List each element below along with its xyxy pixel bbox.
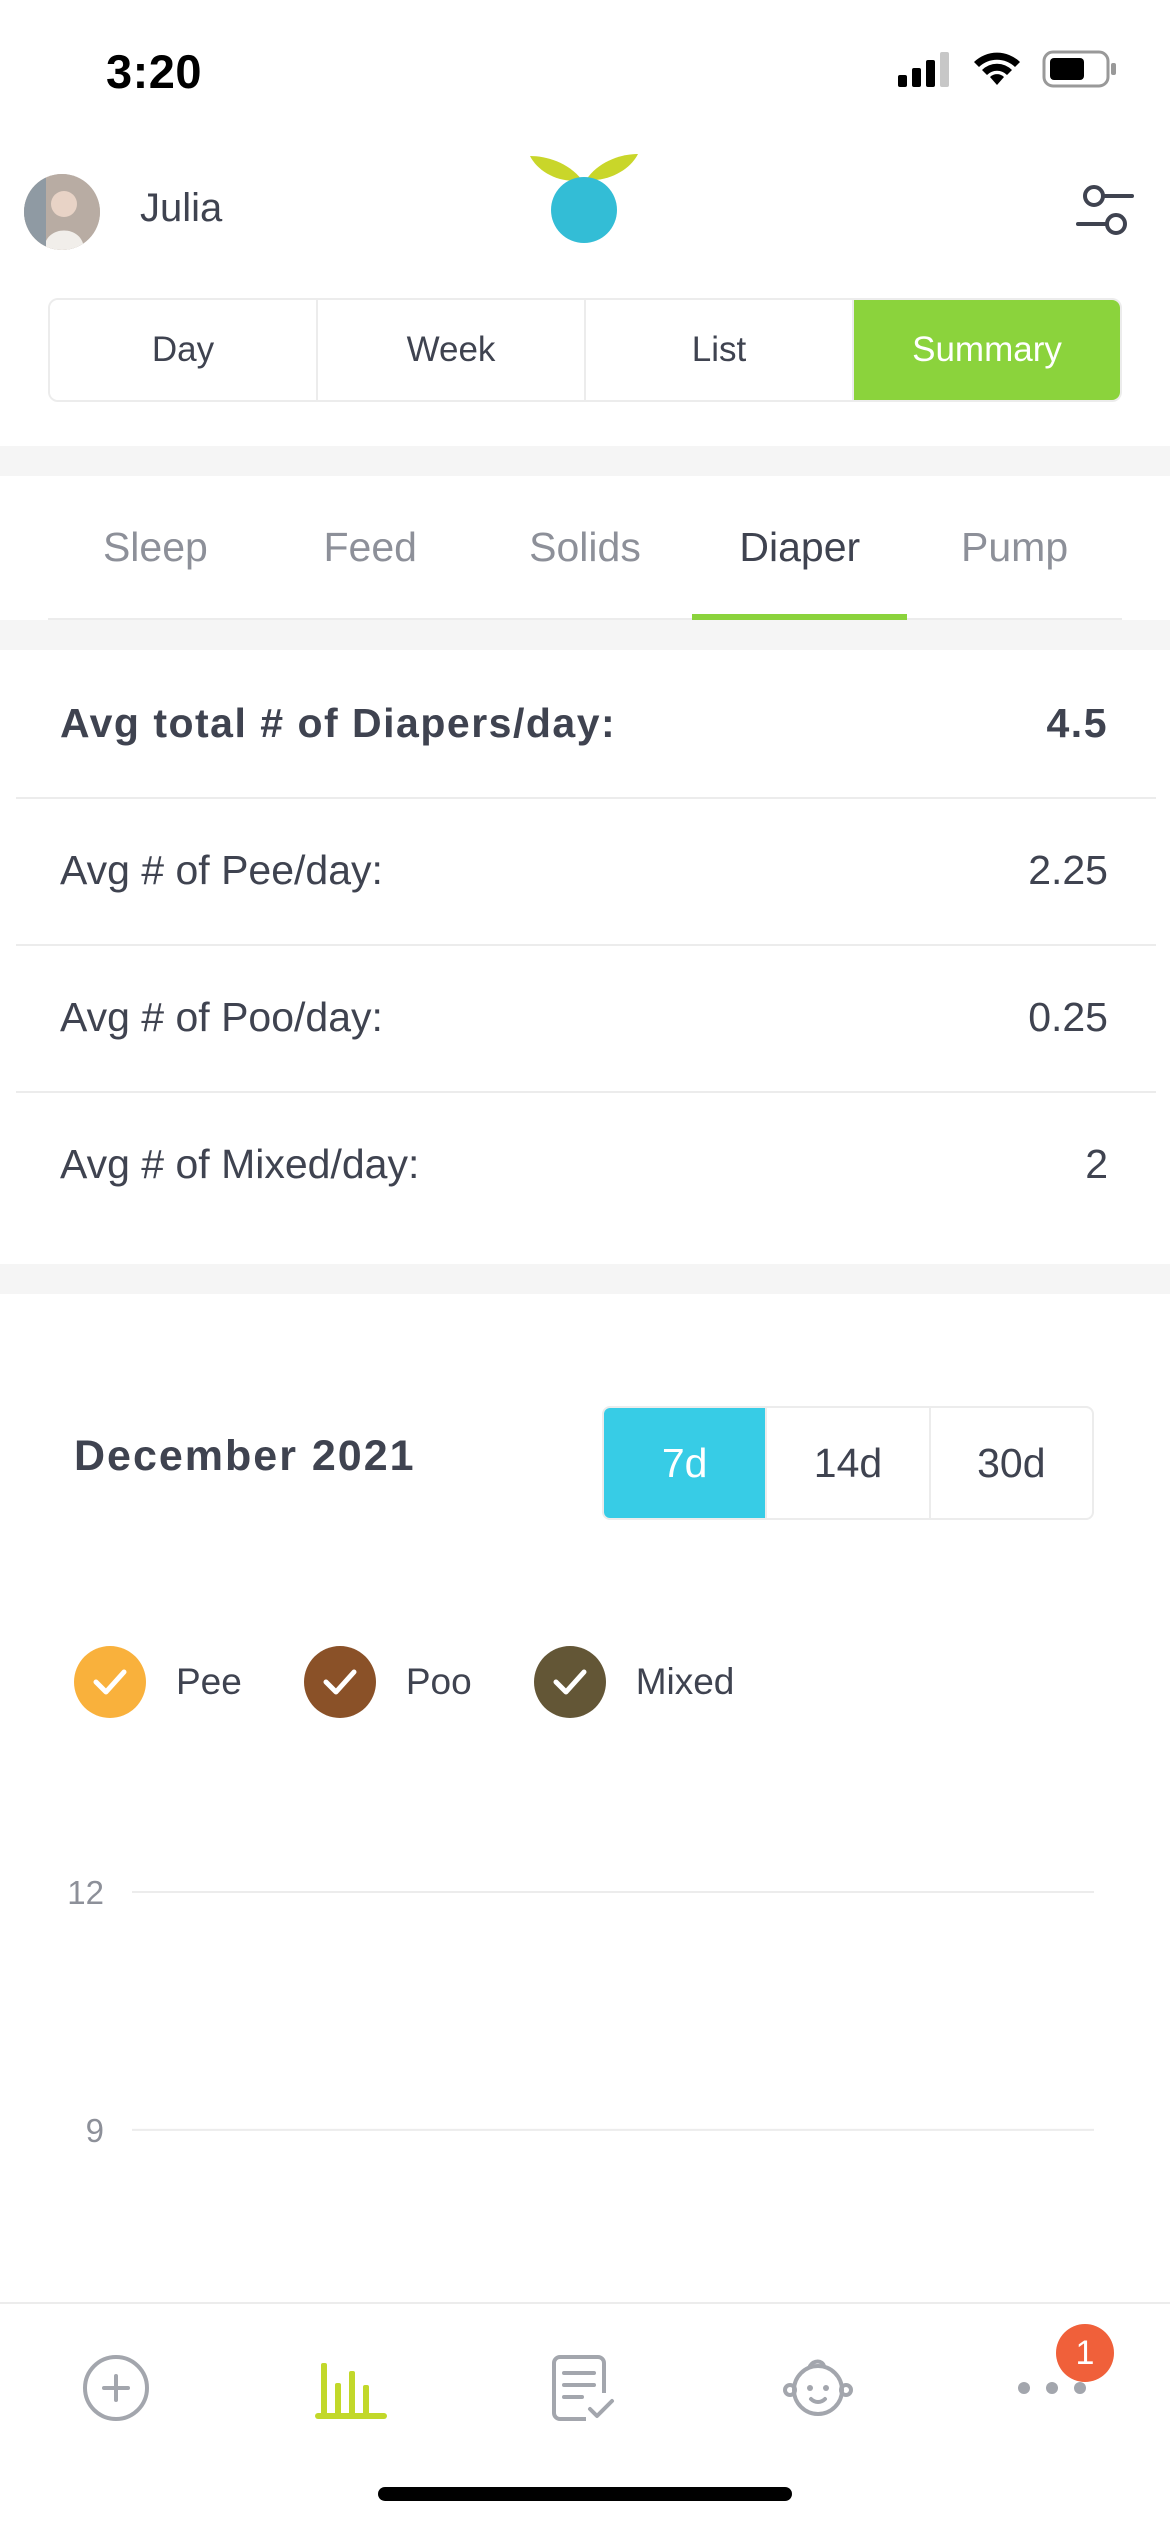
tab-pump[interactable]: Pump <box>961 523 1069 570</box>
child-avatar[interactable] <box>24 174 100 250</box>
diaper-bar-chart: 12 9 <box>67 1874 1094 2149</box>
chart-month-label: December 2021 <box>74 1432 416 1480</box>
bar-chart-icon <box>315 2363 387 2419</box>
y-tick-label: 9 <box>86 2112 104 2149</box>
stat-value: 2.25 <box>1028 847 1108 893</box>
home-indicator <box>378 2487 792 2501</box>
checkmark-icon <box>553 1669 587 1695</box>
checkmark-icon <box>93 1669 127 1695</box>
range-7d-button[interactable]: 7d <box>604 1408 768 1518</box>
stat-value: 2 <box>1085 1141 1108 1187</box>
range-14d-button[interactable]: 14d <box>767 1408 931 1518</box>
stat-label: Avg # of Mixed/day: <box>60 1141 420 1187</box>
tab-sleep[interactable]: Sleep <box>102 523 208 570</box>
app-header: Julia <box>0 150 1170 290</box>
legend-checkbox-poo[interactable] <box>303 1646 376 1718</box>
wifi-icon <box>974 52 1020 85</box>
notification-badge: 1 <box>1056 2324 1114 2382</box>
stat-value: 4.5 <box>1046 700 1108 746</box>
tab-day[interactable]: Day <box>50 300 318 400</box>
baby-face-icon <box>783 2359 853 2416</box>
stat-row-pee: Avg # of Pee/day: 2.25 <box>0 797 1170 944</box>
stat-label: Avg total # of Diapers/day: <box>60 700 617 746</box>
legend-label: Pee <box>176 1661 242 1702</box>
child-name[interactable]: Julia <box>140 186 223 230</box>
tab-diaper[interactable]: Diaper <box>692 476 907 620</box>
section-divider <box>0 446 1170 476</box>
y-tick-label: 12 <box>67 1874 104 1911</box>
chart-legend: Pee Poo Mixed <box>74 1646 796 1718</box>
status-time: 3:20 <box>106 45 203 98</box>
legend-checkbox-mixed[interactable] <box>533 1646 606 1718</box>
nav-baby-button[interactable] <box>758 2328 878 2448</box>
sliders-icon <box>1076 185 1134 235</box>
section-divider <box>0 620 1170 650</box>
avatar-photo <box>24 174 100 250</box>
nav-more-button[interactable]: 1 <box>992 2324 1114 2448</box>
section-divider <box>0 1264 1170 1294</box>
status-icons <box>898 50 1118 88</box>
nav-stats-button[interactable] <box>291 2328 411 2448</box>
category-tabs: Sleep Feed Solids Diaper Pump <box>48 476 1122 620</box>
checkmark-icon <box>323 1669 357 1695</box>
stat-label: Avg # of Pee/day: <box>60 847 383 893</box>
filter-settings-button[interactable] <box>1070 172 1140 248</box>
legend-label: Mixed <box>635 1661 735 1702</box>
diaper-stats-list: Avg total # of Diapers/day: 4.5 Avg # of… <box>0 650 1170 1238</box>
tab-solids[interactable]: Solids <box>529 523 641 570</box>
nav-add-button[interactable] <box>56 2328 176 2448</box>
view-mode-tabs: Day Week List Summary <box>48 298 1122 402</box>
legend-item-pee[interactable]: Pee <box>74 1646 242 1718</box>
range-30d-button[interactable]: 30d <box>977 1439 1046 1486</box>
stat-row-mixed: Avg # of Mixed/day: 2 <box>0 1091 1170 1238</box>
legend-item-mixed[interactable]: Mixed <box>533 1646 735 1718</box>
stat-row-poo: Avg # of Poo/day: 0.25 <box>0 944 1170 1091</box>
tab-week[interactable]: Week <box>318 300 586 400</box>
stat-row-total: Avg total # of Diapers/day: 4.5 <box>0 650 1170 797</box>
more-dots-icon <box>1018 2382 1086 2394</box>
stat-label: Avg # of Poo/day: <box>60 994 383 1040</box>
status-bar: 3:20 <box>0 0 1170 150</box>
legend-label: Poo <box>405 1661 472 1702</box>
tab-summary[interactable]: Summary <box>854 300 1120 400</box>
tab-feed[interactable]: Feed <box>323 523 417 570</box>
notes-check-icon <box>552 2355 614 2421</box>
app-logo-icon <box>530 154 638 243</box>
range-selector: 7d 14d 30d <box>602 1406 1094 1520</box>
add-circle-icon <box>83 2355 149 2421</box>
tab-list[interactable]: List <box>586 300 854 400</box>
legend-checkbox-pee[interactable] <box>74 1646 146 1718</box>
battery-icon <box>1042 50 1116 88</box>
stat-value: 0.25 <box>1028 994 1108 1040</box>
legend-item-poo[interactable]: Poo <box>303 1646 472 1718</box>
cellular-signal-icon <box>898 52 949 87</box>
nav-journal-button[interactable] <box>523 2328 643 2448</box>
